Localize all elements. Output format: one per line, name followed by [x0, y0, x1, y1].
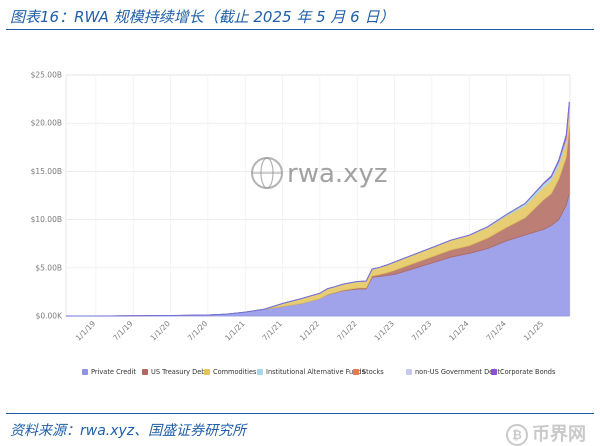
legend-label: Stocks: [362, 368, 384, 376]
y-tick-label: $15.00B: [31, 167, 62, 176]
legend-label: Corporate Bonds: [500, 368, 556, 376]
legend-swatch: [491, 369, 497, 375]
x-tick-label: 1/1/22: [298, 319, 322, 343]
legend-swatch: [353, 369, 359, 375]
legend-swatch: [257, 369, 263, 375]
bitcoin-icon: ₿: [506, 424, 528, 446]
x-tick-label: 7/1/21: [261, 319, 285, 343]
figure-caption: 图表16：RWA 规模持续增长（截止 2025 年 5 月 6 日）: [10, 8, 395, 26]
legend-swatch: [204, 369, 210, 375]
total-outline: [66, 101, 570, 317]
x-tick-label: 7/1/23: [410, 319, 434, 343]
y-tick-label: $20.00B: [31, 119, 62, 128]
x-tick-label: 7/1/19: [111, 319, 135, 343]
x-tick-label: 1/1/21: [223, 319, 247, 343]
x-tick-label: 7/1/24: [485, 319, 509, 343]
legend-swatch: [82, 369, 88, 375]
legend-label: Institutional Alternative Funds: [266, 368, 366, 376]
corner-watermark-text: 币界网: [532, 424, 586, 445]
corner-watermark: ₿ 币界网: [506, 420, 586, 446]
legend-label: Private Credit: [91, 368, 136, 376]
caption-rule: [6, 29, 594, 30]
y-tick-label: $0.00K: [36, 312, 63, 321]
source-rule: [6, 413, 594, 414]
legend-swatch: [406, 369, 412, 375]
x-tick-label: 1/1/19: [74, 319, 98, 343]
y-tick-label: $10.00B: [31, 215, 62, 224]
watermark-logo-text: rwa.xyz: [287, 159, 388, 189]
chart-container: $0.00K $5.00B $10.00B $15.00B $20.00B $25.00B…: [22, 50, 582, 395]
y-tick-label: $5.00B: [35, 263, 62, 272]
legend-label: Commodities: [213, 368, 257, 376]
x-tick-label: 1/1/20: [149, 319, 173, 343]
y-tick-label: $25.00B: [31, 71, 62, 80]
x-tick-label: 1/1/24: [447, 319, 471, 343]
rwa-stacked-area-chart: $0.00K $5.00B $10.00B $15.00B $20.00B $25.00B…: [31, 71, 571, 376]
legend-swatch: [142, 369, 148, 375]
x-tick-label: 1/1/25: [522, 319, 546, 343]
x-tick-label: 7/1/22: [335, 319, 359, 343]
legend-label: US Treasury Debt: [151, 368, 208, 376]
x-tick-label: 1/1/23: [373, 319, 397, 343]
legend-label: non-US Government Debt: [415, 368, 500, 376]
x-tick-label: 7/1/20: [186, 319, 210, 343]
source-note: 资料来源：rwa.xyz、国盛证券研究所: [10, 423, 247, 439]
